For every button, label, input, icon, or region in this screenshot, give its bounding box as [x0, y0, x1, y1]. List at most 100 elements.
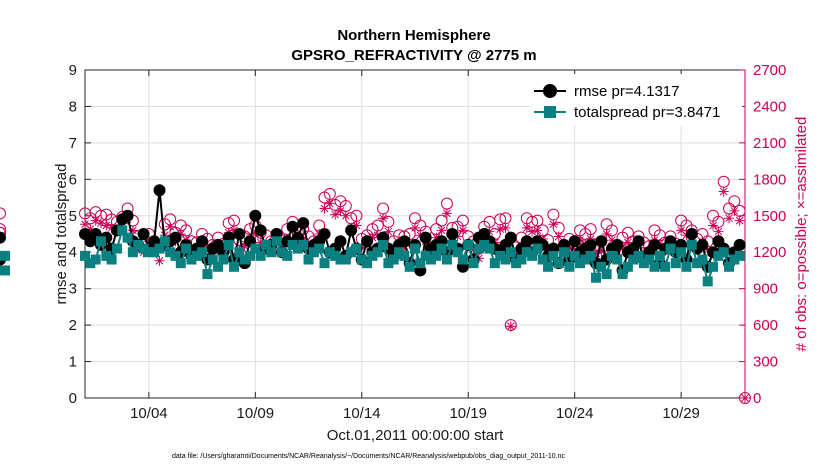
totalspread-point	[436, 243, 447, 254]
totalspread-point	[213, 261, 224, 272]
y-tick-label: 8	[69, 98, 77, 115]
y-tick-label: 9	[69, 62, 77, 79]
obs-assimilated-point	[585, 233, 596, 244]
rmse-point	[611, 238, 624, 251]
totalspread-point	[186, 254, 197, 265]
obs-assimilated-point	[495, 224, 506, 235]
totalspread-point	[431, 250, 442, 261]
totalspread-point	[697, 254, 708, 265]
totalspread-point	[202, 269, 213, 280]
totalspread-point	[724, 261, 735, 272]
rmse-point	[196, 235, 209, 248]
rmse-point	[504, 231, 517, 244]
totalspread-point	[298, 239, 309, 250]
totalspread-point	[601, 269, 612, 280]
totalspread-point	[101, 250, 112, 261]
totalspread-point	[649, 261, 660, 272]
x-tick-label: 10/14	[343, 405, 381, 422]
obs-possible-point	[435, 214, 448, 227]
legend: rmse pr=4.1317 totalspread pr=3.8471	[530, 74, 742, 126]
totalspread-point	[734, 250, 745, 261]
rmse-point	[249, 209, 262, 222]
x-tick-label: 10/09	[237, 405, 275, 422]
y-right-tick-label: 1800	[753, 171, 786, 188]
totalspread-point	[133, 239, 144, 250]
obs-possible-point	[0, 207, 6, 220]
totalspread-point	[260, 239, 271, 250]
totalspread-point	[143, 247, 154, 258]
obs-assimilated-point	[85, 224, 96, 235]
y-tick-label: 1	[69, 354, 77, 371]
obs-assimilated-point	[175, 229, 186, 239]
obs-assimilated-point	[590, 248, 601, 259]
totalspread-point	[638, 258, 649, 269]
rmse-point	[169, 231, 182, 244]
obs-assimilated-point	[734, 215, 745, 226]
rmse-point	[632, 235, 645, 248]
totalspread-point	[543, 261, 554, 272]
obs-possible-point	[440, 197, 453, 210]
totalspread-point	[713, 250, 724, 261]
rmse-point	[398, 235, 411, 248]
totalspread-point	[681, 261, 692, 272]
totalspread-point	[223, 239, 234, 250]
obs-possible-point	[0, 223, 6, 236]
totalspread-point	[388, 254, 399, 265]
rmse-point	[137, 228, 150, 240]
obs-assimilated-point	[154, 255, 165, 266]
obs-assimilated-point	[724, 213, 735, 224]
totalspread-point	[245, 250, 255, 261]
totalspread-point	[340, 254, 351, 265]
totalspread-point	[229, 261, 240, 272]
totalspread-point	[676, 247, 687, 258]
totalspread-point	[468, 258, 479, 269]
totalspread-point	[330, 250, 341, 261]
rmse-point	[595, 235, 608, 248]
rmse-point	[233, 228, 246, 240]
y-right-tick-label: 0	[753, 390, 761, 407]
legend-totalspread-label: totalspread pr=3.8471	[574, 104, 720, 121]
rmse-point	[286, 220, 299, 233]
rmse-point	[696, 238, 709, 251]
obs-assimilated-point	[383, 226, 394, 237]
totalspread-point	[356, 254, 367, 265]
totalspread-point	[415, 258, 426, 269]
totalspread-point	[111, 243, 122, 254]
rmse-point	[318, 228, 331, 240]
totalspread-point	[85, 258, 96, 269]
totalspread-point	[500, 254, 511, 265]
obs-assimilated-point	[505, 321, 516, 332]
rmse-point	[153, 184, 166, 197]
obs-assimilated-point	[229, 225, 240, 236]
legend-box	[530, 74, 742, 126]
totalspread-point	[527, 250, 538, 261]
rmse-point	[345, 224, 358, 237]
obs-assimilated-point	[319, 203, 330, 214]
totalspread-point	[234, 247, 245, 258]
obs-assimilated-point	[431, 232, 442, 243]
totalspread-point	[628, 254, 639, 265]
obs-assimilated-point-end	[740, 393, 750, 403]
obs-assimilated-point	[532, 225, 543, 236]
totalspread-point	[314, 243, 325, 254]
obs-assimilated-point	[351, 220, 362, 231]
x-tick-label: 10/29	[662, 405, 700, 422]
totalspread-point	[410, 243, 420, 254]
totalspread-point	[319, 258, 330, 269]
rmse-point	[733, 238, 746, 251]
totalspread-point	[282, 250, 293, 261]
obs-possible-point	[377, 202, 390, 215]
totalspread-point	[175, 258, 186, 269]
obs-assimilated-point	[457, 225, 468, 236]
obs-assimilated-point	[90, 215, 101, 226]
obs-assimilated-point	[468, 244, 479, 255]
totalspread-point	[303, 254, 314, 265]
rmse-point	[361, 235, 374, 248]
y-right-tick-label: 600	[753, 317, 778, 334]
obs-assimilated-point	[367, 232, 378, 243]
totalspread-point	[516, 254, 527, 265]
totalspread-point	[90, 254, 101, 265]
totalspread-point	[606, 250, 617, 261]
totalspread-point	[138, 243, 149, 254]
